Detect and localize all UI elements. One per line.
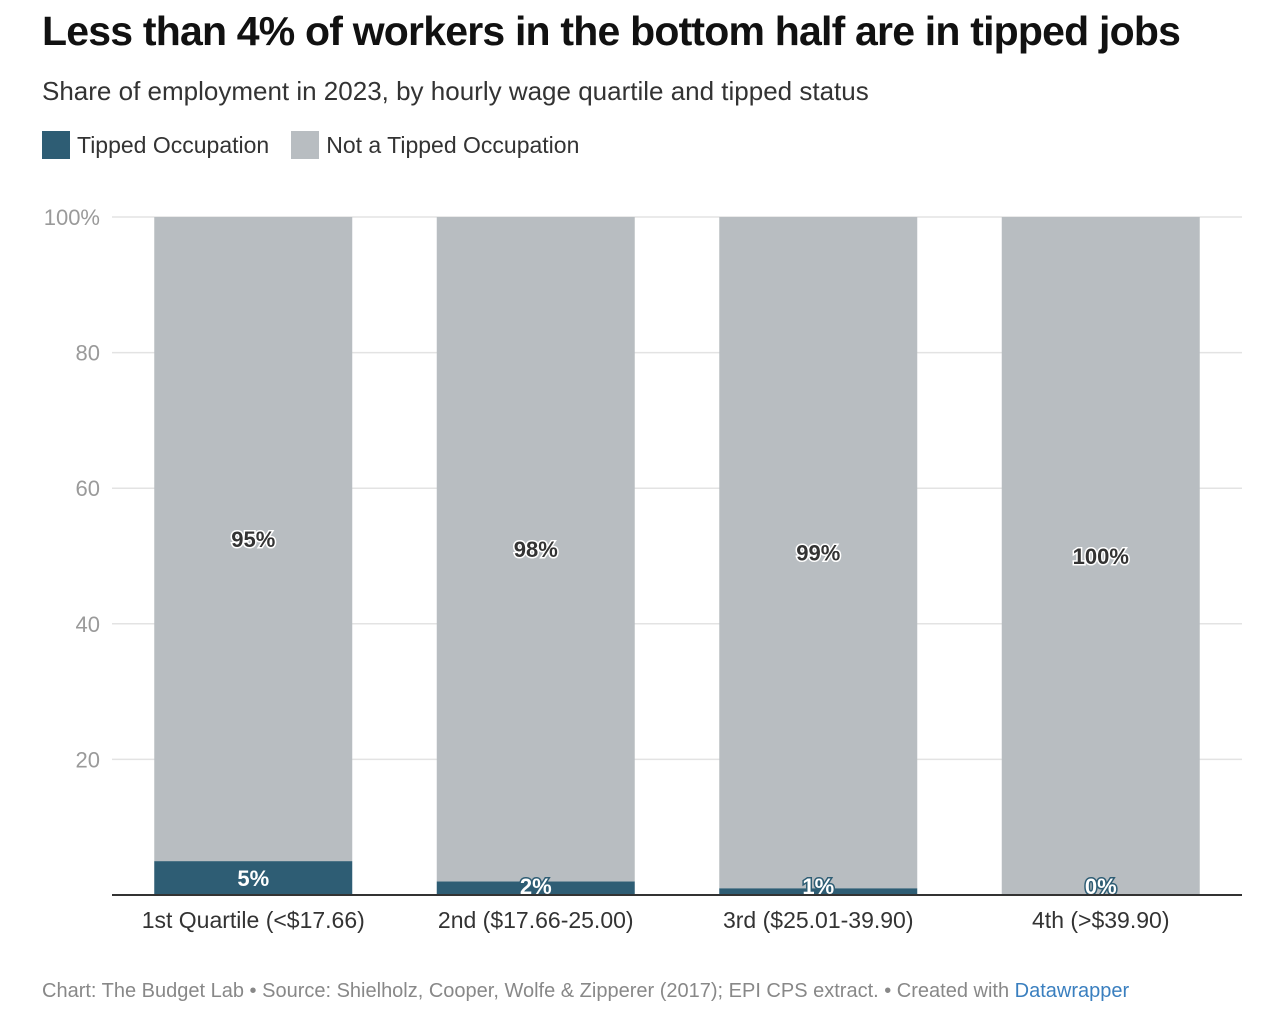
chart-footer: Chart: The Budget Lab • Source: Shielhol… <box>42 980 1129 1003</box>
bar-segment-tipped <box>154 861 353 895</box>
datawrapper-link[interactable]: Datawrapper <box>1014 980 1130 1002</box>
bar-segment-not-tipped <box>719 217 918 889</box>
legend-label-tipped: Tipped Occupation <box>77 131 270 158</box>
chart-subtitle: Share of employment in 2023, by hourly w… <box>42 76 869 106</box>
data-label-not-tipped: 99% <box>796 541 840 566</box>
data-label-not-tipped: 100% <box>1073 544 1129 569</box>
y-tick-label: 100% <box>44 205 100 230</box>
data-label-not-tipped: 98% <box>514 537 558 562</box>
legend: Tipped Occupation Not a Tipped Occupatio… <box>42 131 601 159</box>
data-label-not-tipped: 95% <box>231 527 275 552</box>
bar-segment-not-tipped <box>436 217 635 882</box>
y-tick-label: 40 <box>76 612 100 637</box>
x-category-label: 3rd ($25.01-39.90) <box>723 907 914 933</box>
legend-swatch-not-tipped <box>291 131 320 159</box>
x-category-label: 2nd ($17.66-25.00) <box>438 907 634 933</box>
bar-segment-not-tipped <box>154 217 353 862</box>
legend-item-tipped: Tipped Occupation <box>42 131 269 159</box>
y-tick-label: 80 <box>76 341 100 366</box>
stacked-bar-chart: 100% 80 60 40 20 5% 95% 1st Quartile (<$17.66) 2… <box>44 205 1242 933</box>
chart-title: Less than 4% of workers in the bottom ha… <box>42 8 1181 54</box>
x-category-label: 4th (>$39.90) <box>1032 907 1169 933</box>
bar-segment-tipped <box>436 881 635 895</box>
footer-credit: Chart: The Budget Lab • Source: Shielhol… <box>42 980 1015 1002</box>
y-tick-label: 60 <box>76 476 100 501</box>
bar-segment-tipped <box>719 888 918 895</box>
data-label-tipped: 5% <box>237 866 269 891</box>
legend-swatch-tipped <box>42 131 70 159</box>
legend-label-not-tipped: Not a Tipped Occupation <box>326 131 580 158</box>
bar-segment-not-tipped <box>1001 217 1200 895</box>
x-category-label: 1st Quartile (<$17.66) <box>142 907 365 933</box>
y-tick-label: 20 <box>76 747 100 772</box>
legend-item-not-tipped: Not a Tipped Occupation <box>291 131 579 159</box>
